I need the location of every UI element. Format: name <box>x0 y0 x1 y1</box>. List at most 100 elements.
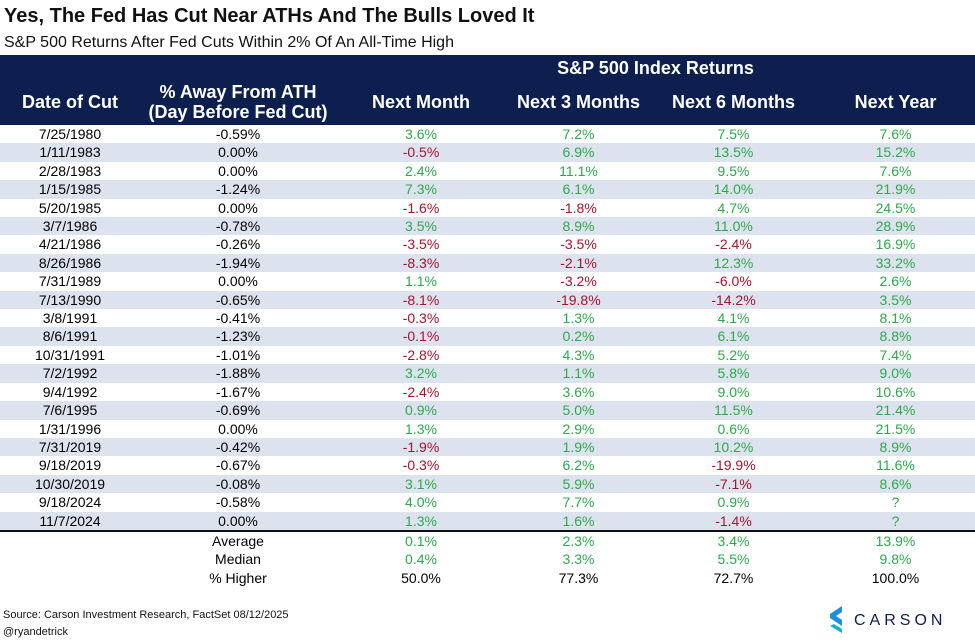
return-cell: 6.9% <box>562 144 595 161</box>
cut-date: 7/31/1989 <box>38 273 102 290</box>
return-cell: -0.3% <box>402 457 440 474</box>
column-header: Next Year <box>816 79 975 125</box>
summary-row: Median 0.4% 3.3% 5.5% 9.8% <box>0 550 975 568</box>
return-cell: 7.6% <box>879 126 912 142</box>
return-cell: -1.9% <box>402 438 440 455</box>
return-cell: 21.9% <box>875 181 916 198</box>
return-cell: -2.8% <box>402 346 440 363</box>
summary-value: 100.0% <box>871 569 920 586</box>
pct-from-ath: -0.59% <box>215 126 261 142</box>
pct-from-ath: 0.00% <box>218 199 258 216</box>
return-cell: 7.5% <box>717 126 750 142</box>
return-cell: -1.6% <box>402 199 440 216</box>
return-cell: 8.9% <box>879 438 912 455</box>
return-cell: 21.5% <box>875 420 916 437</box>
carson-logo: CARSON <box>830 606 946 633</box>
pct-from-ath: 0.00% <box>218 420 258 437</box>
return-cell: 24.5% <box>875 199 916 216</box>
logo-text: CARSON <box>854 612 946 629</box>
summary-value: 50.0% <box>401 569 441 586</box>
summary-value: 3.3% <box>562 551 595 568</box>
data-row: 10/31/1991 -1.01% -2.8% 4.3% 5.2% 7.4% <box>0 346 975 364</box>
return-cell: 16.9% <box>875 236 916 253</box>
returns-table: S&P 500 Index Returns Date of Cut% Away F… <box>0 55 975 587</box>
data-row: 7/2/1992 -1.88% 3.2% 1.1% 5.8% 9.0% <box>0 364 975 383</box>
return-cell: 7.2% <box>562 126 595 142</box>
return-cell: 8.9% <box>562 218 595 235</box>
return-cell: 2.6% <box>879 273 912 290</box>
return-cell: 9.0% <box>879 365 912 382</box>
data-row: 7/31/1989 0.00% 1.1% -3.2% -6.0% 2.6% <box>0 272 975 290</box>
summary-spacer <box>0 569 140 587</box>
data-row: 1/15/1985 -1.24% 7.3% 6.1% 14.0% 21.9% <box>0 180 975 199</box>
author-handle: @ryandetrick <box>3 626 68 638</box>
summary-value: 0.4% <box>405 551 437 568</box>
summary-value: 0.1% <box>336 529 506 551</box>
return-cell: 7.4% <box>879 346 912 363</box>
pct-from-ath: -0.67% <box>215 457 261 474</box>
return-cell: -0.1% <box>402 328 440 345</box>
return-cell: 3.6% <box>405 126 437 142</box>
pct-from-ath: -0.58% <box>215 494 261 511</box>
return-cell: 9.5% <box>717 162 750 179</box>
return-cell: -1.4% <box>715 512 752 529</box>
header-row: Date of Cut% Away From ATH (Day Before F… <box>0 79 975 125</box>
return-cell: 15.2% <box>875 144 916 161</box>
return-cell: 10.2% <box>713 438 754 455</box>
title: Yes, The Fed Has Cut Near ATHs And The B… <box>4 5 535 27</box>
column-header: Next 3 Months <box>506 79 651 125</box>
return-cell: -2.4% <box>402 383 440 400</box>
return-cell: 0.9% <box>717 494 750 511</box>
return-cell: 14.0% <box>713 181 754 198</box>
return-cell: -2.1% <box>560 254 597 271</box>
return-cell: 4.7% <box>717 199 750 216</box>
return-cell: -14.2% <box>711 291 756 308</box>
cut-date: 7/2/1992 <box>42 365 98 382</box>
pct-from-ath: -0.65% <box>215 291 261 308</box>
cut-date: 10/30/2019 <box>34 475 106 492</box>
cut-date: 8/26/1986 <box>38 254 102 271</box>
data-row: 9/18/2019 -0.67% -0.3% 6.2% -19.9% 11.6% <box>0 456 975 474</box>
return-cell: -8.3% <box>402 254 440 271</box>
cut-date: 7/13/1990 <box>38 291 102 308</box>
header-group: S&P 500 Index Returns <box>336 55 975 79</box>
return-cell: 3.5% <box>405 218 437 235</box>
data-row: 7/31/2019 -0.42% -1.9% 1.9% 10.2% 8.9% <box>0 437 975 457</box>
return-cell: 4.0% <box>405 494 437 511</box>
data-row: 9/18/2024 -0.58% 4.0% 7.7% 0.9%? <box>0 493 975 511</box>
data-row: 5/20/1985 0.00% -1.6% -1.8% 4.7% 24.5% <box>0 199 975 217</box>
return-cell: 8.1% <box>879 310 912 327</box>
column-header: Next Month <box>336 79 506 125</box>
return-cell: 11.1% <box>559 162 598 179</box>
return-cell: 5.0% <box>562 402 595 419</box>
cut-date: 7/6/1995 <box>42 402 98 419</box>
cut-date: 3/8/1991 <box>42 310 98 327</box>
return-cell: 7.6% <box>879 162 912 179</box>
cut-date: 10/31/1991 <box>34 346 106 363</box>
pct-from-ath: -1.67% <box>215 383 261 400</box>
summary-value: 3.4% <box>651 529 816 551</box>
cut-date: 9/18/2024 <box>38 494 102 511</box>
pct-from-ath: -0.42% <box>215 438 261 455</box>
return-cell: 11.6% <box>876 457 915 474</box>
summary-row: % Higher 50.0% 77.3% 72.7% 100.0% <box>0 569 975 587</box>
return-cell: 3.1% <box>405 475 437 492</box>
return-cell: 11.5% <box>714 402 753 419</box>
pct-from-ath: -1.24% <box>215 181 261 198</box>
return-cell: 7.3% <box>405 181 437 198</box>
cut-date: 9/18/2019 <box>38 457 102 474</box>
cut-date: 7/31/2019 <box>38 438 102 455</box>
return-cell: -2.4% <box>715 236 752 253</box>
return-cell: 0.6% <box>717 420 750 437</box>
return-cell: 21.4% <box>875 402 916 419</box>
logo-mark <box>830 606 842 626</box>
summary-value: 2.3% <box>506 529 651 551</box>
return-cell: 1.3% <box>405 420 437 437</box>
return-cell: 7.7% <box>562 494 595 511</box>
return-cell: -7.1% <box>715 475 752 492</box>
column-header: % Away From ATH (Day Before Fed Cut) <box>140 79 336 125</box>
return-cell: 1.9% <box>562 438 595 455</box>
source-note: Source: Carson Investment Research, Fact… <box>3 609 289 621</box>
pct-from-ath: 0.00% <box>218 273 258 290</box>
